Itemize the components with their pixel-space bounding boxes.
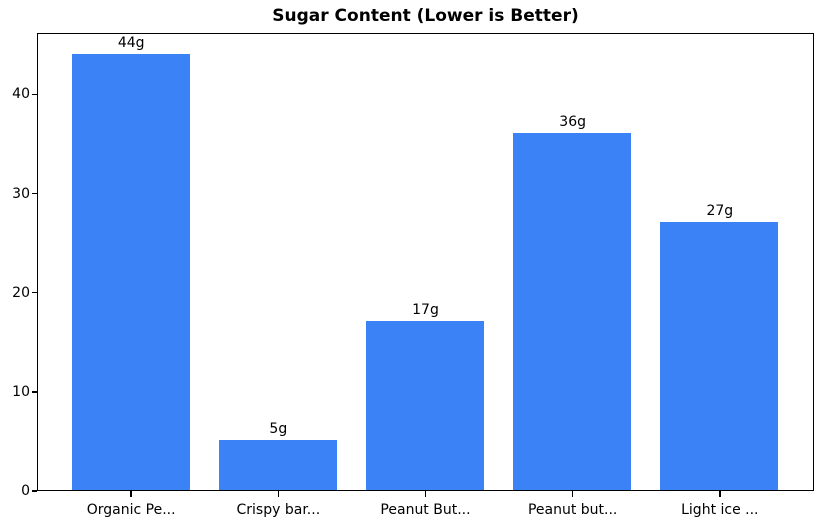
bar — [218, 440, 337, 490]
x-axis-tick-mark — [571, 491, 574, 497]
y-axis-tick-mark — [31, 291, 37, 294]
y-axis-tick-label: 0 — [21, 483, 30, 499]
y-axis-tick-label: 10 — [12, 383, 30, 400]
bar-value-label: 5g — [269, 421, 288, 438]
y-axis-tick-label: 20 — [12, 284, 30, 301]
bar — [513, 133, 631, 490]
x-axis-category-label: Light ice ... — [681, 502, 759, 518]
x-axis-category-label: Organic Pe... — [86, 502, 176, 518]
x-axis-category-label: Crispy bar... — [236, 502, 321, 518]
y-axis-tick-label: 40 — [12, 86, 30, 103]
y-axis-tick-mark — [31, 391, 37, 393]
bar-value-label: 17g — [412, 302, 439, 319]
bar — [660, 222, 779, 490]
x-axis-category-label: Peanut but... — [527, 502, 618, 518]
bar — [71, 53, 190, 490]
y-axis-tick-mark — [31, 192, 37, 195]
x-axis-tick-mark — [424, 491, 427, 497]
bar-value-label: 36g — [559, 114, 587, 131]
plot-area — [37, 33, 814, 491]
y-axis-tick-label: 30 — [12, 185, 30, 202]
x-axis-tick-mark — [719, 491, 721, 497]
bar-value-label: 44g — [117, 34, 145, 51]
y-axis-tick-mark — [31, 490, 37, 492]
x-axis-tick-mark — [130, 491, 132, 497]
bar — [366, 321, 484, 490]
bar-value-label: 27g — [706, 203, 734, 220]
x-axis-tick-mark — [277, 491, 280, 497]
y-axis-tick-mark — [31, 93, 37, 96]
x-axis-category-label: Peanut But... — [380, 502, 471, 518]
chart-title: Sugar Content (Lower is Better) — [272, 6, 579, 26]
